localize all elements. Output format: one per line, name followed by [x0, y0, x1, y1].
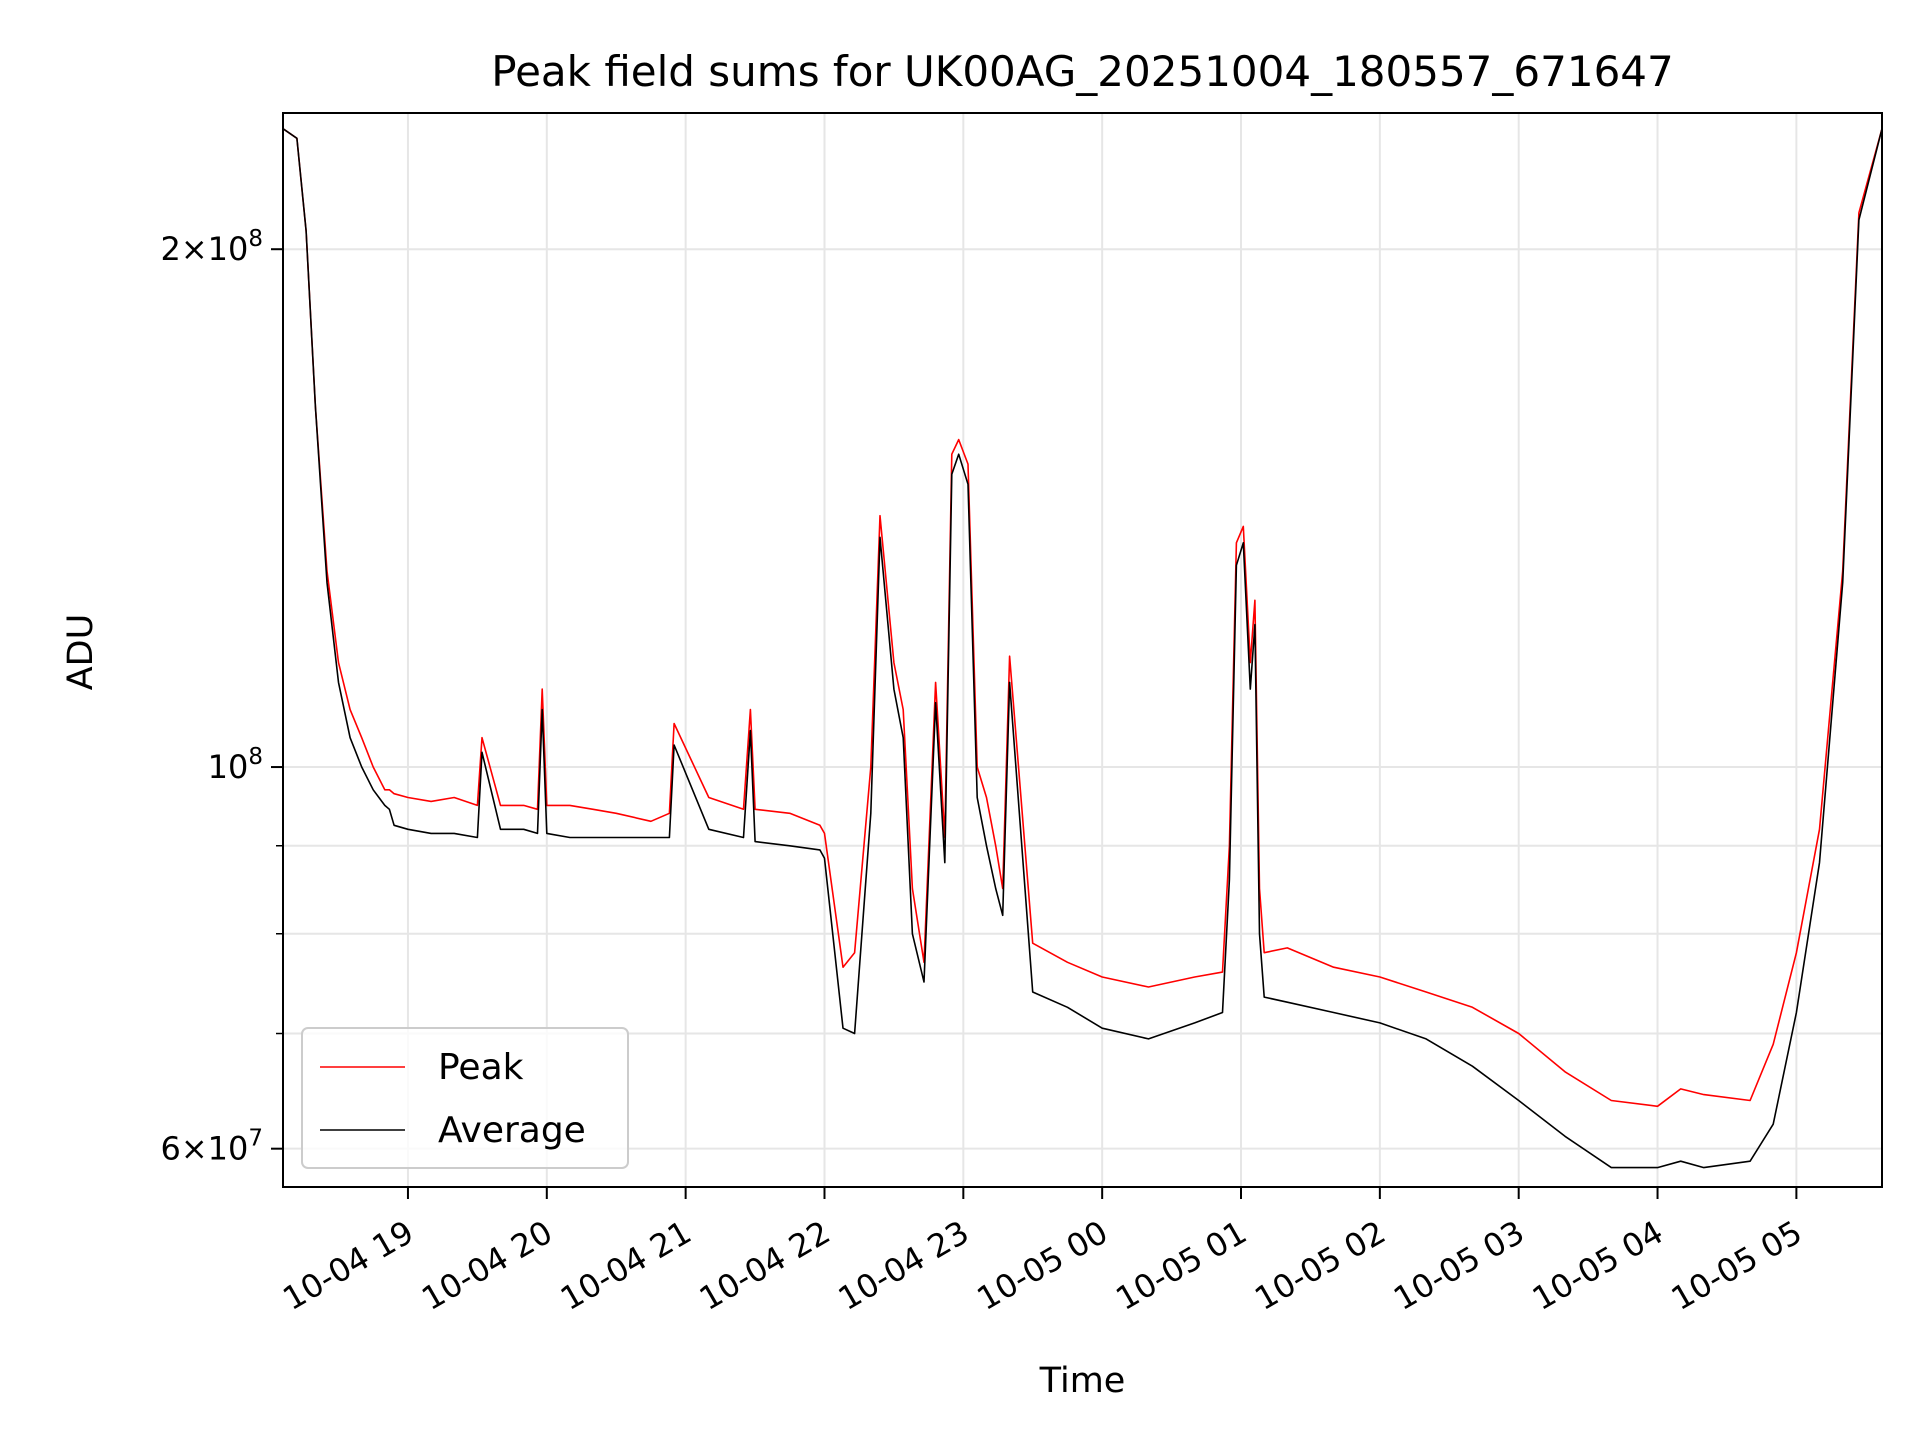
series-line-peak [282, 128, 1883, 1108]
y-tick-label: 6×107 [160, 1126, 263, 1168]
x-axis-label: Time [1039, 1361, 1126, 1401]
legend-label-average: Average [438, 1110, 586, 1151]
legend: Peak Average [301, 1027, 629, 1169]
legend-box [301, 1027, 629, 1169]
series-layer [282, 128, 1883, 1169]
series-line-average [282, 128, 1883, 1169]
y-tick-label: 2×108 [160, 226, 263, 268]
plot-frame [282, 112, 1883, 1188]
y-axis-label: ADU [61, 614, 101, 691]
legend-label-peak: Peak [438, 1047, 524, 1088]
chart-title: Peak field sums for UK00AG_20251004_1805… [491, 47, 1674, 96]
